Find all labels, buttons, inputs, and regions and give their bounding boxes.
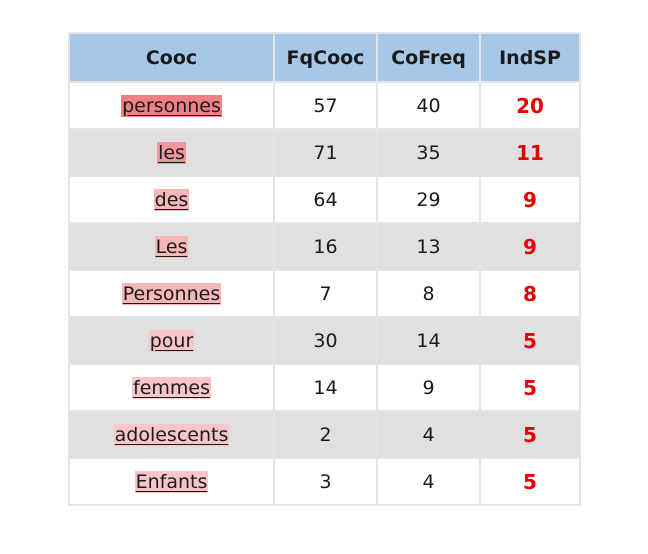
cooc-cell: Les [68,222,275,271]
fqcooc-cell: 14 [273,363,378,412]
cooccurrence-table-container: Cooc FqCooc CoFreq IndSP personnes 57 40… [68,32,581,506]
fqcooc-cell: 3 [273,457,378,506]
cooc-word-link[interactable]: adolescents [113,423,230,446]
table-row: Enfants 3 4 5 [68,457,581,506]
table-row: Les 16 13 9 [68,222,581,271]
cooc-word-link[interactable]: les [157,141,186,164]
indsp-cell: 5 [479,457,581,506]
fqcooc-cell: 2 [273,410,378,459]
fqcooc-cell: 30 [273,316,378,365]
cofreq-cell: 14 [376,316,481,365]
fqcooc-cell: 71 [273,128,378,177]
cooc-word-link[interactable]: femmes [132,376,211,399]
indsp-cell: 11 [479,128,581,177]
table-row: des 64 29 9 [68,175,581,224]
header-cofreq[interactable]: CoFreq [376,32,481,83]
table-header: Cooc FqCooc CoFreq IndSP [68,32,581,83]
header-fqcooc[interactable]: FqCooc [273,32,378,83]
cooc-word-link[interactable]: Les [154,235,189,258]
table-row: adolescents 2 4 5 [68,410,581,459]
table-body: personnes 57 40 20 les 71 35 11 des 64 2… [68,81,581,506]
cooc-word-link[interactable]: des [153,188,190,211]
indsp-cell: 5 [479,410,581,459]
cofreq-cell: 4 [376,410,481,459]
table-row: Personnes 7 8 8 [68,269,581,318]
table-row: personnes 57 40 20 [68,81,581,130]
fqcooc-cell: 16 [273,222,378,271]
cooc-cell: femmes [68,363,275,412]
table-row: les 71 35 11 [68,128,581,177]
indsp-cell: 9 [479,175,581,224]
indsp-cell: 20 [479,81,581,130]
cooc-word-link[interactable]: Personnes [121,282,222,305]
cofreq-cell: 8 [376,269,481,318]
cooc-cell: des [68,175,275,224]
cooc-cell: pour [68,316,275,365]
fqcooc-cell: 64 [273,175,378,224]
header-row: Cooc FqCooc CoFreq IndSP [68,32,581,83]
cofreq-cell: 13 [376,222,481,271]
cooc-cell: Enfants [68,457,275,506]
cofreq-cell: 4 [376,457,481,506]
cooccurrence-table: Cooc FqCooc CoFreq IndSP personnes 57 40… [68,32,581,506]
header-cooc[interactable]: Cooc [68,32,275,83]
cooc-word-link[interactable]: Enfants [134,470,209,493]
table-row: femmes 14 9 5 [68,363,581,412]
table-row: pour 30 14 5 [68,316,581,365]
indsp-cell: 8 [479,269,581,318]
cofreq-cell: 9 [376,363,481,412]
cooc-cell: adolescents [68,410,275,459]
cooc-word-link[interactable]: personnes [121,94,222,117]
cofreq-cell: 29 [376,175,481,224]
indsp-cell: 9 [479,222,581,271]
cofreq-cell: 40 [376,81,481,130]
header-indsp[interactable]: IndSP [479,32,581,83]
cooc-cell: Personnes [68,269,275,318]
cofreq-cell: 35 [376,128,481,177]
cooc-cell: personnes [68,81,275,130]
indsp-cell: 5 [479,363,581,412]
indsp-cell: 5 [479,316,581,365]
fqcooc-cell: 57 [273,81,378,130]
cooc-cell: les [68,128,275,177]
cooc-word-link[interactable]: pour [148,329,195,352]
fqcooc-cell: 7 [273,269,378,318]
